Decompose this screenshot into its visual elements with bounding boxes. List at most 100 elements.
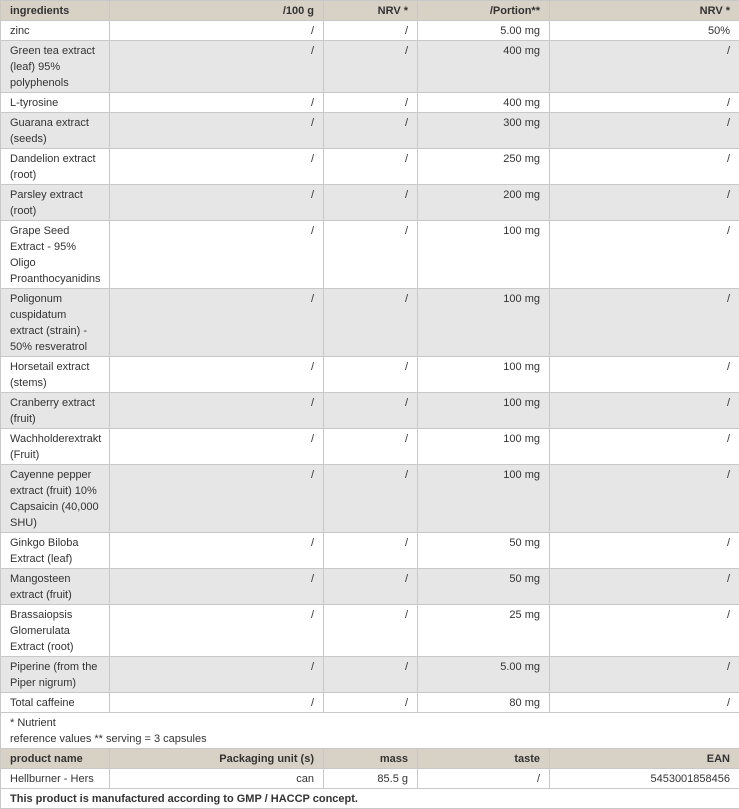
ingredient-row-cell-2: / [324, 429, 418, 465]
ingredient-row-cell-3: 100 mg [418, 465, 550, 533]
ingredient-row-cell-3: 300 mg [418, 113, 550, 149]
ingredient-row-cell-1: / [110, 289, 324, 357]
ingredient-row: Cayenne pepper extract (fruit) 10% Capsa… [1, 465, 739, 533]
ingredient-row-cell-3: 50 mg [418, 533, 550, 569]
ingredient-row: Brassaiopsis Glomerulata Extract (root)/… [1, 605, 739, 657]
ingredient-row-cell-4: / [550, 693, 739, 713]
ingredient-row-cell-3: 400 mg [418, 41, 550, 93]
ingredient-row-cell-3: 100 mg [418, 393, 550, 429]
ingredient-row-cell-1: / [110, 657, 324, 693]
ingredient-row-cell-0: Parsley extract (root) [1, 185, 110, 221]
ingredient-row: Cranberry extract (fruit)//100 mg/ [1, 393, 739, 429]
ingredient-row: Mangosteen extract (fruit)//50 mg/ [1, 569, 739, 605]
ingredient-row-cell-2: / [324, 569, 418, 605]
ingredient-row-cell-1: / [110, 149, 324, 185]
ingredient-row-cell-0: Guarana extract (seeds) [1, 113, 110, 149]
ingredient-row-cell-1: / [110, 429, 324, 465]
product-row-cell-4: 5453001858456 [550, 769, 739, 789]
ingredient-row-cell-2: / [324, 657, 418, 693]
ingredient-row-cell-4: / [550, 185, 739, 221]
ingredient-row-cell-4: / [550, 41, 739, 93]
ingredient-row-cell-1: / [110, 21, 324, 41]
ingredient-row-cell-2: / [324, 221, 418, 289]
ingredient-row: Grape Seed Extract - 95% Oligo Proanthoc… [1, 221, 739, 289]
ingredient-row-cell-0: Poligonum cuspidatum extract (strain) - … [1, 289, 110, 357]
ingredient-row-cell-1: / [110, 569, 324, 605]
ingredient-row: Horsetail extract (stems)//100 mg/ [1, 357, 739, 393]
ingredient-row-cell-4: / [550, 113, 739, 149]
ingredient-row-cell-0: Cranberry extract (fruit) [1, 393, 110, 429]
ingredient-row: Piperine (from the Piper nigrum)//5.00 m… [1, 657, 739, 693]
ingredient-row-cell-0: Green tea extract (leaf) 95% polyphenols [1, 41, 110, 93]
ingredient-row-cell-2: / [324, 289, 418, 357]
ingredient-row-cell-4: / [550, 149, 739, 185]
ingredient-row-cell-0: Dandelion extract (root) [1, 149, 110, 185]
nutrition-header-row-cell-3: /Portion** [418, 1, 550, 21]
ingredient-row-cell-2: / [324, 393, 418, 429]
ingredient-row: Guarana extract (seeds)//300 mg/ [1, 113, 739, 149]
ingredient-row-cell-2: / [324, 149, 418, 185]
ingredient-row-cell-1: / [110, 605, 324, 657]
nutrition-header-row-cell-2: NRV * [324, 1, 418, 21]
ingredient-row-cell-0: L-tyrosine [1, 93, 110, 113]
ingredient-row-cell-3: 100 mg [418, 357, 550, 393]
ingredient-row: L-tyrosine//400 mg/ [1, 93, 739, 113]
ingredient-row-cell-3: 400 mg [418, 93, 550, 113]
ingredient-row-cell-0: zinc [1, 21, 110, 41]
gmp-footer: This product is manufactured according t… [1, 789, 739, 809]
ingredient-row-cell-3: 100 mg [418, 289, 550, 357]
ingredient-row-cell-4: / [550, 465, 739, 533]
product-header-row-cell-2: mass [324, 749, 418, 769]
ingredient-row: Ginkgo Biloba Extract (leaf)//50 mg/ [1, 533, 739, 569]
ingredient-row-cell-4: / [550, 289, 739, 357]
ingredient-row-cell-1: / [110, 465, 324, 533]
ingredient-row-cell-0: Mangosteen extract (fruit) [1, 569, 110, 605]
ingredient-row-cell-2: / [324, 41, 418, 93]
ingredient-row-cell-3: 80 mg [418, 693, 550, 713]
ingredient-row-cell-4: 50% [550, 21, 739, 41]
ingredient-row-cell-0: Cayenne pepper extract (fruit) 10% Capsa… [1, 465, 110, 533]
note-line: reference values ** serving = 3 capsules [10, 731, 730, 747]
ingredient-row-cell-0: Grape Seed Extract - 95% Oligo Proanthoc… [1, 221, 110, 289]
ingredient-row-cell-2: / [324, 693, 418, 713]
ingredient-row-cell-4: / [550, 429, 739, 465]
ingredient-row-cell-3: 25 mg [418, 605, 550, 657]
ingredient-row-cell-0: Total caffeine [1, 693, 110, 713]
nutrition-header-row-cell-4: NRV * [550, 1, 739, 21]
product-header-row-cell-3: taste [418, 749, 550, 769]
product-header-row-cell-1: Packaging unit (s) [110, 749, 324, 769]
ingredient-row: Poligonum cuspidatum extract (strain) - … [1, 289, 739, 357]
product-row-cell-0: Hellburner - Hers [1, 769, 110, 789]
ingredient-row-cell-1: / [110, 185, 324, 221]
ingredient-row-cell-3: 50 mg [418, 569, 550, 605]
ingredient-row-cell-1: / [110, 41, 324, 93]
ingredient-row-cell-3: 100 mg [418, 221, 550, 289]
nutrition-header-row-cell-1: /100 g [110, 1, 324, 21]
ingredient-row-cell-3: 5.00 mg [418, 657, 550, 693]
ingredient-row-cell-0: Ginkgo Biloba Extract (leaf) [1, 533, 110, 569]
ingredient-row-cell-3: 250 mg [418, 149, 550, 185]
ingredient-row-cell-3: 5.00 mg [418, 21, 550, 41]
ingredient-row-cell-2: / [324, 465, 418, 533]
ingredient-row-cell-1: / [110, 393, 324, 429]
ingredient-row-cell-1: / [110, 357, 324, 393]
ingredient-row-cell-2: / [324, 21, 418, 41]
product-header-row-cell-4: EAN [550, 749, 739, 769]
ingredient-row-cell-4: / [550, 221, 739, 289]
product-header-row-cell-0: product name [1, 749, 110, 769]
ingredient-row: Wachholderextrakt (Fruit)//100 mg/ [1, 429, 739, 465]
ingredient-row-cell-1: / [110, 533, 324, 569]
ingredient-row-cell-2: / [324, 605, 418, 657]
ingredient-row-cell-2: / [324, 357, 418, 393]
note-line: * Nutrient [10, 715, 730, 731]
ingredient-row: Green tea extract (leaf) 95% polyphenols… [1, 41, 739, 93]
gmp-footer-text: This product is manufactured according t… [1, 789, 739, 809]
ingredient-row-cell-1: / [110, 693, 324, 713]
ingredient-row-cell-3: 100 mg [418, 429, 550, 465]
ingredient-row-cell-0: Brassaiopsis Glomerulata Extract (root) [1, 605, 110, 657]
